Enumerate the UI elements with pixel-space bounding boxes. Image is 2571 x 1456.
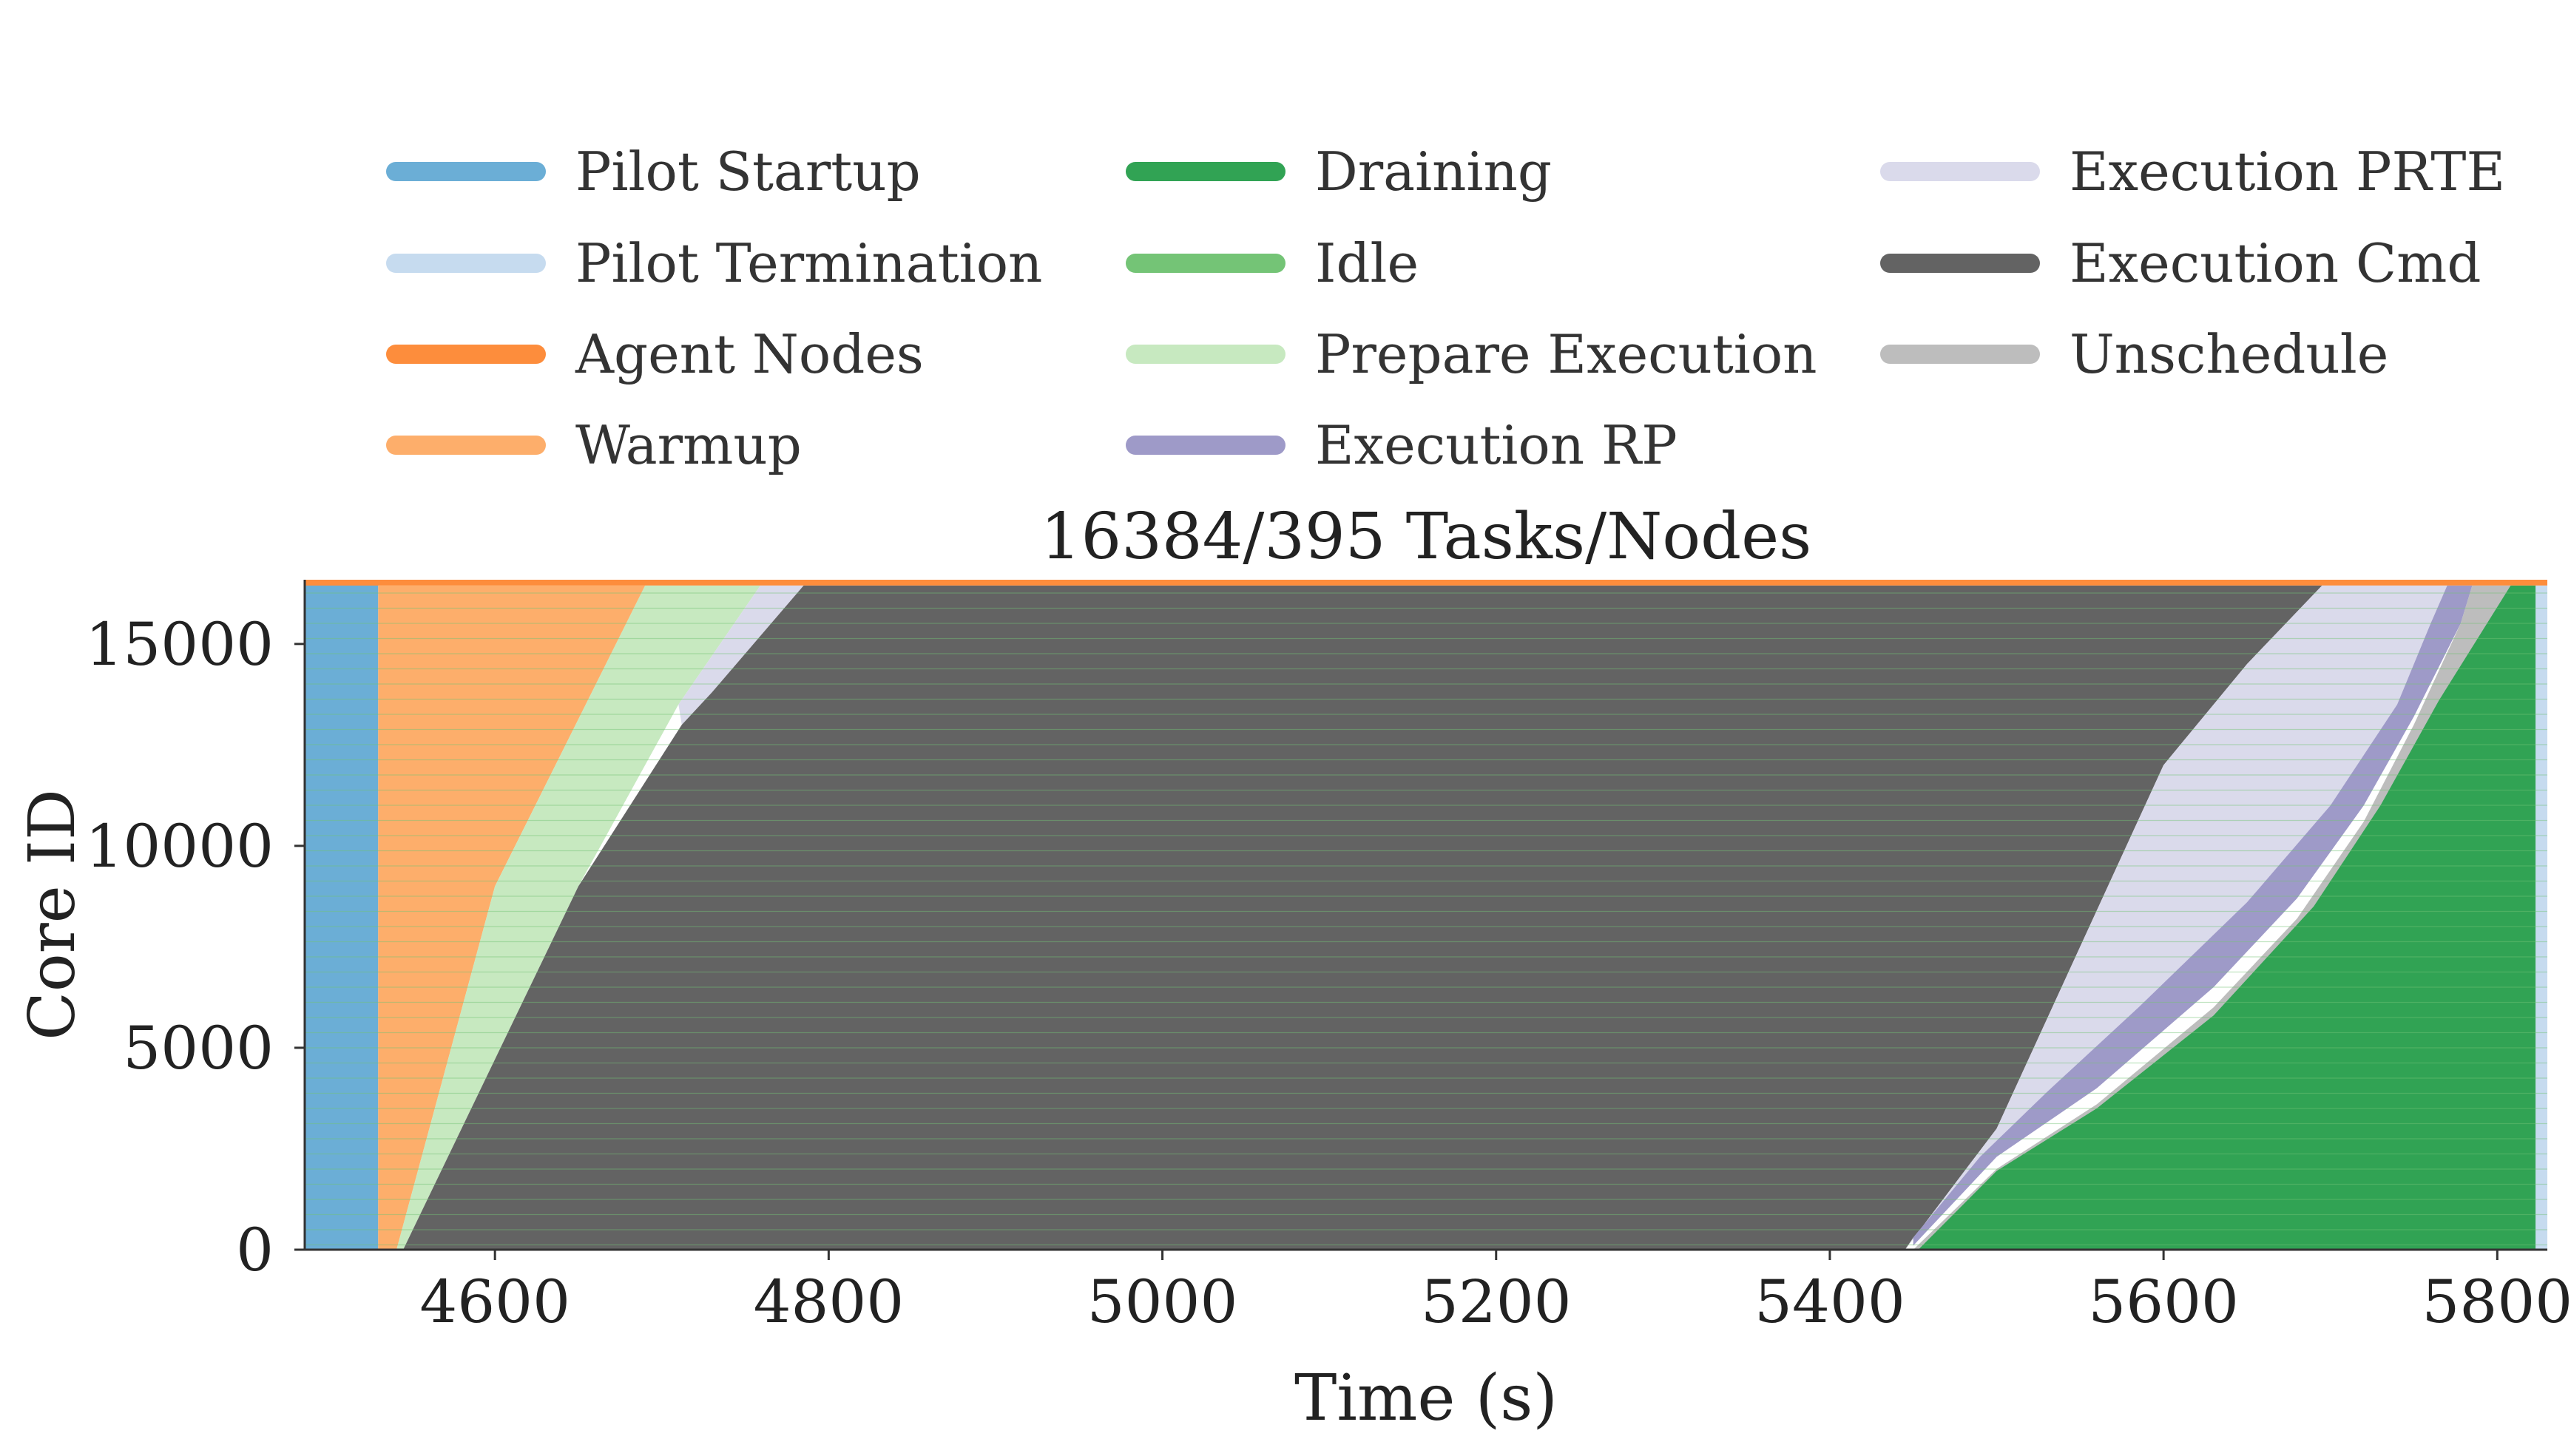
- chart-title: 16384/395 Tasks/Nodes: [1041, 500, 1811, 574]
- series-draining-9: [1918, 585, 2536, 1250]
- series-warmup-2: [378, 585, 646, 1250]
- legend-label: Prepare Execution: [1315, 323, 1817, 385]
- plot-area: [305, 580, 2547, 1250]
- y-tick-label: 5000: [123, 1014, 274, 1083]
- legend-label: Execution RP: [1315, 414, 1678, 476]
- core-row-lines: [305, 592, 2547, 1246]
- legend-item-execution-prte: Execution PRTE: [1880, 140, 2505, 203]
- series-prepare-execution-3: [396, 585, 760, 1250]
- legend-item-unschedule: Unschedule: [1880, 323, 2388, 385]
- x-tick-label: 5000: [1087, 1267, 1238, 1336]
- legend-label: Execution PRTE: [2070, 140, 2505, 203]
- x-tick-label: 5400: [1754, 1267, 1905, 1336]
- series-execution-prte-4: [678, 585, 804, 725]
- legend-item-execution-cmd: Execution Cmd: [1880, 232, 2482, 294]
- y-tick-label: 0: [236, 1216, 274, 1284]
- legend-item-execution-rp: Execution RP: [1126, 414, 1678, 476]
- series-pilot-startup-0: [305, 580, 379, 1250]
- legend-label: Pilot Startup: [575, 140, 921, 203]
- series-agent-nodes-1: [305, 580, 2547, 586]
- series-execution-prte-6: [1905, 585, 2447, 1250]
- legend-item-pilot-termination: Pilot Termination: [386, 232, 1042, 294]
- legend-item-agent-nodes: Agent Nodes: [386, 323, 924, 385]
- y-tick-label: 10000: [86, 812, 274, 881]
- x-tick-label: 5800: [2422, 1267, 2571, 1336]
- legend-item-warmup: Warmup: [386, 414, 802, 476]
- x-tick-label: 5200: [1421, 1267, 1572, 1336]
- legend-label: Unschedule: [2070, 323, 2388, 385]
- legend-label: Warmup: [575, 414, 802, 476]
- legend-label: Execution Cmd: [2070, 232, 2482, 294]
- x-tick-label: 4600: [419, 1267, 570, 1336]
- legend-label: Pilot Termination: [575, 232, 1042, 294]
- series-execution-rp-7: [1913, 585, 2473, 1246]
- legend-item-pilot-startup: Pilot Startup: [386, 140, 921, 203]
- legend-label: Agent Nodes: [575, 323, 924, 385]
- x-axis-label: Time (s): [1294, 1361, 1558, 1435]
- axes: 4600 4800 5000 5200 5400 5600 5800 0 5000 10000 15…: [86, 580, 2571, 1336]
- series-execution-cmd-5: [403, 585, 2322, 1250]
- legend-label: Draining: [1315, 140, 1552, 203]
- legend-item-prepare-execution: Prepare Execution: [1126, 323, 1817, 385]
- x-tick-label: 4800: [754, 1267, 905, 1336]
- x-tick-label: 5600: [2088, 1267, 2239, 1336]
- series-pilot-termination-10: [2535, 585, 2547, 1250]
- y-axis-label: Core ID: [16, 789, 89, 1040]
- legend-item-draining: Draining: [1126, 140, 1552, 203]
- chart-legend: Pilot Startup Pilot Termination Agent Node…: [386, 140, 2505, 476]
- legend-item-idle: Idle: [1126, 232, 1419, 294]
- legend-label: Idle: [1315, 232, 1419, 294]
- y-tick-label: 15000: [86, 610, 274, 679]
